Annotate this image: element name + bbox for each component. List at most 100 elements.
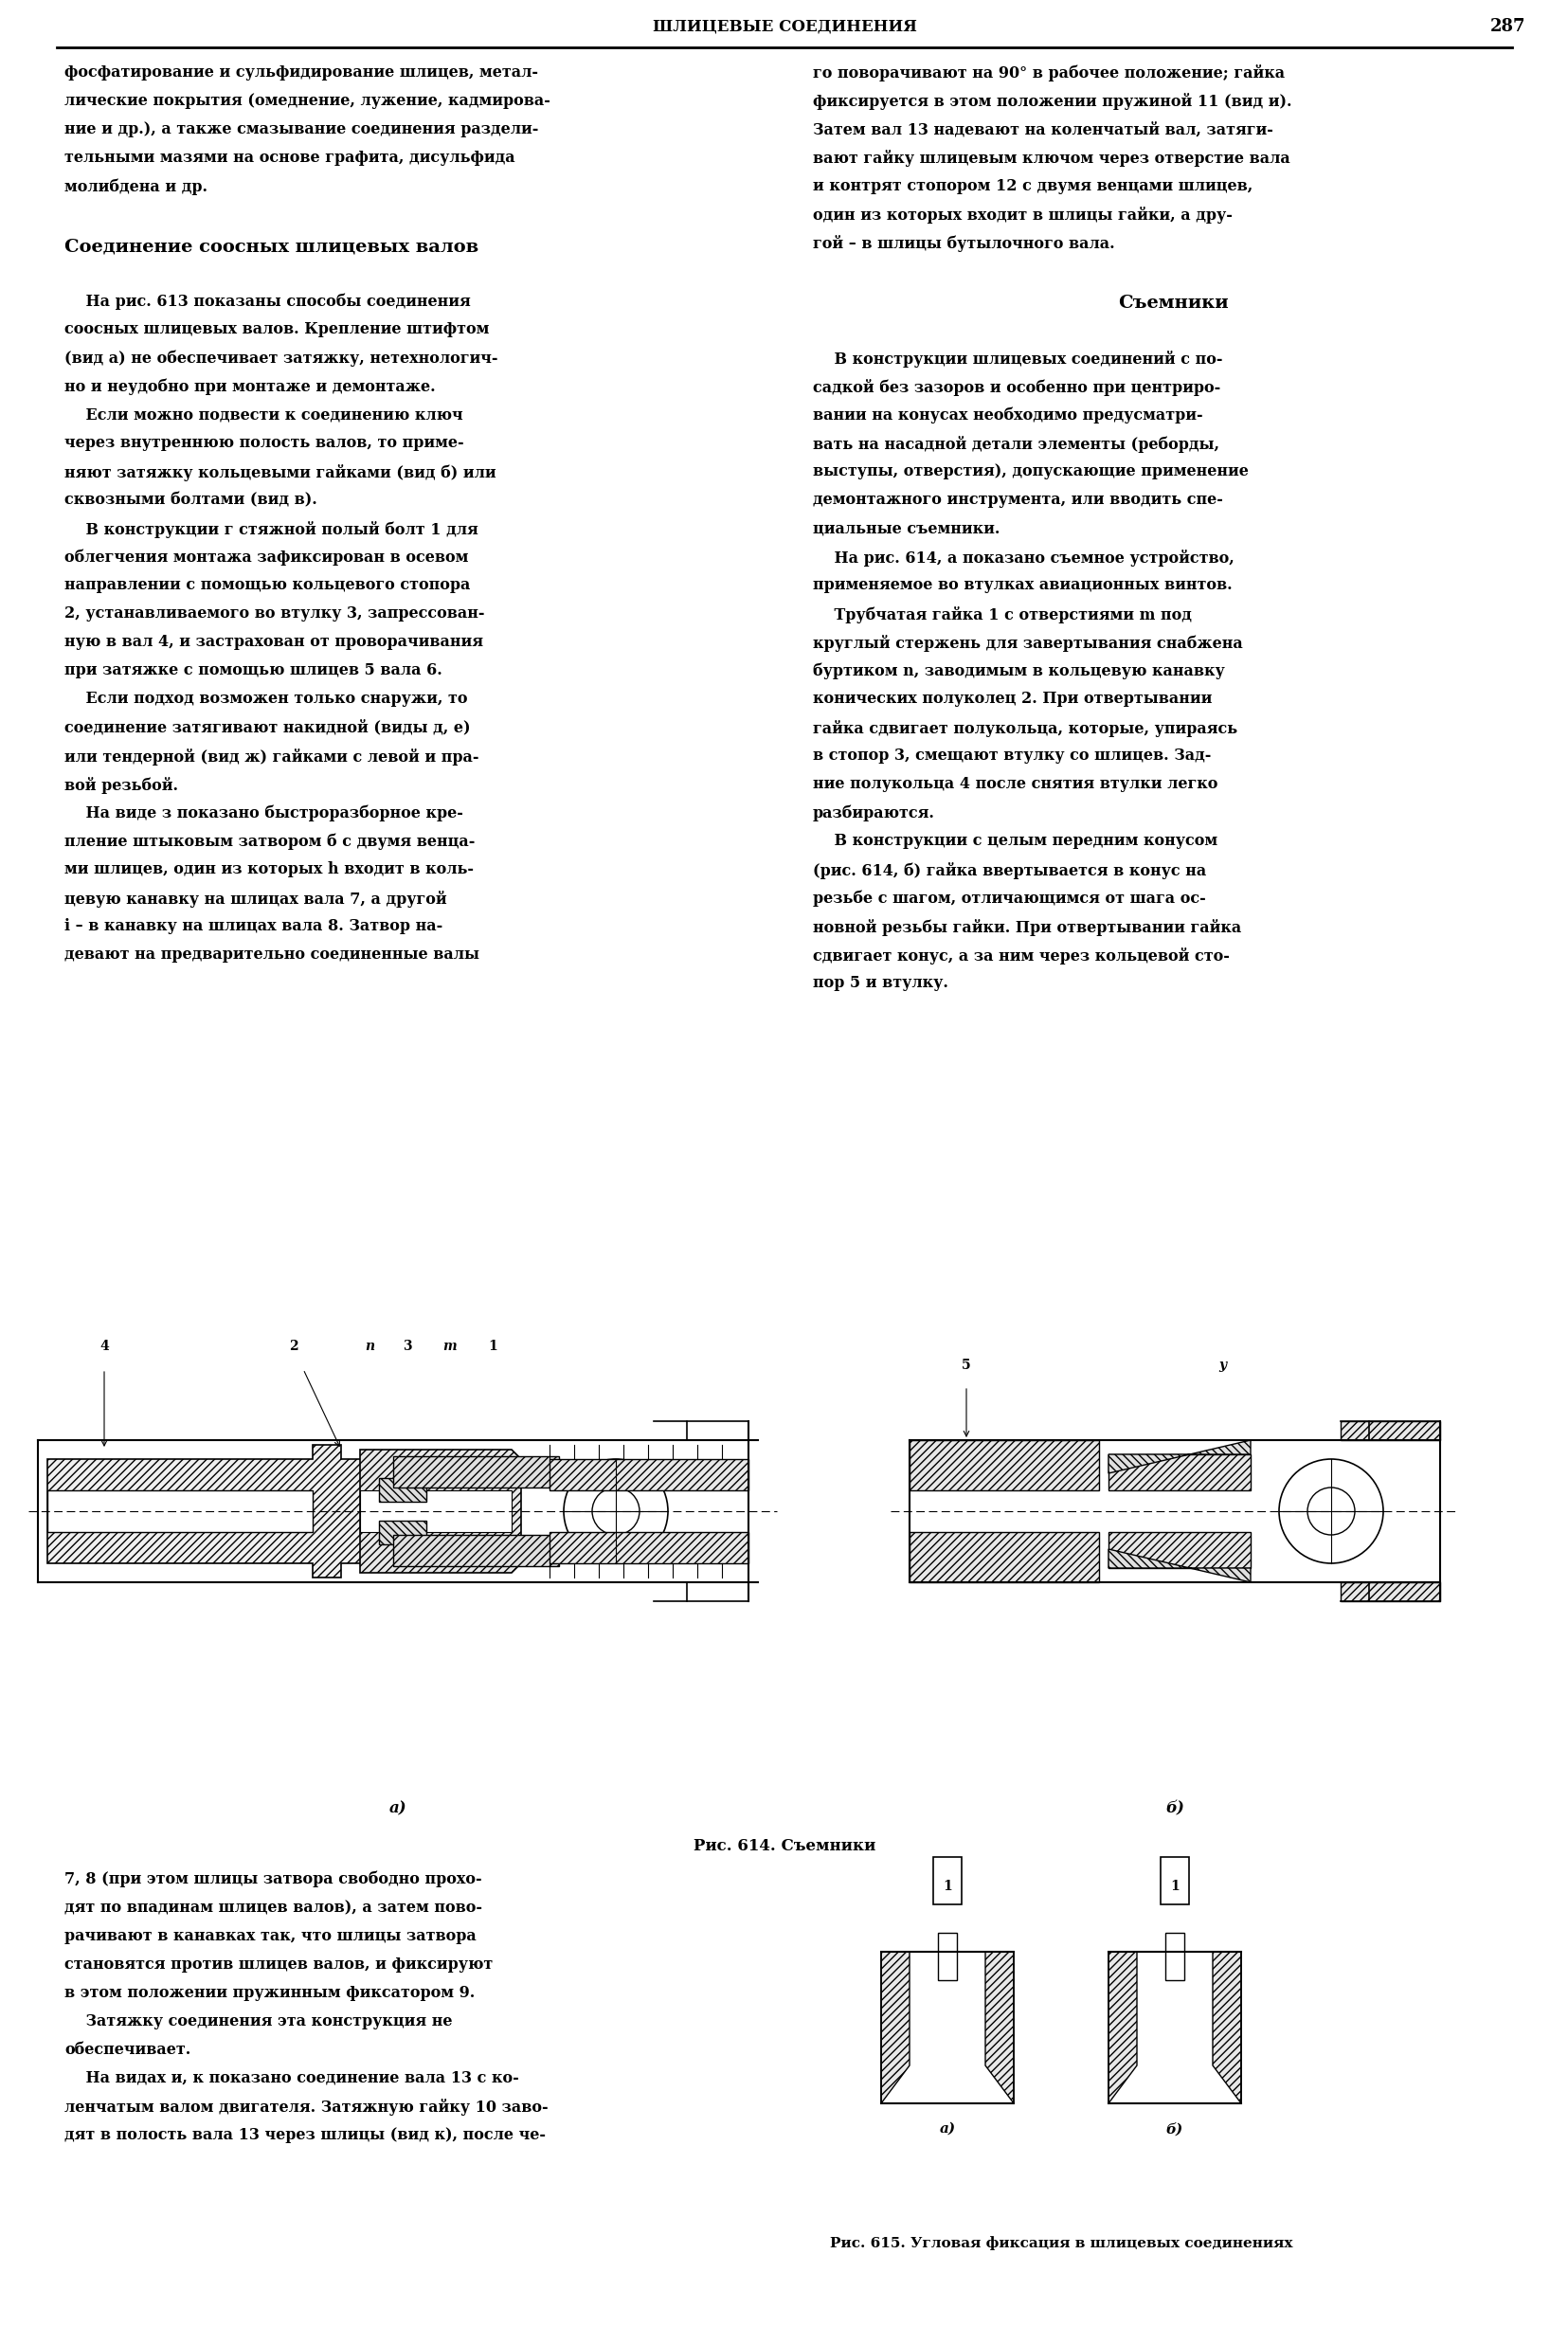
Text: через внутреннюю полость валов, то приме-: через внутреннюю полость валов, то приме… — [64, 435, 464, 451]
Text: 287: 287 — [1490, 19, 1524, 35]
Text: 1: 1 — [488, 1340, 497, 1354]
Text: в этом положении пружинным фиксатором 9.: в этом положении пружинным фиксатором 9. — [64, 1984, 475, 2000]
Polygon shape — [1212, 1952, 1240, 2103]
Text: а): а) — [389, 1800, 406, 1817]
Bar — [1109, 1533, 1250, 1568]
Text: го поворачивают на 90° в рабочее положение; гайка: го поворачивают на 90° в рабочее положен… — [812, 65, 1284, 81]
Text: облегчения монтажа зафиксирован в осевом: облегчения монтажа зафиксирован в осевом — [64, 549, 469, 565]
Text: лические покрытия (омеднение, лужение, кадмирова-: лические покрытия (омеднение, лужение, к… — [64, 93, 550, 109]
Text: демонтажного инструмента, или вводить спе-: демонтажного инструмента, или вводить сп… — [812, 493, 1223, 509]
Polygon shape — [394, 1535, 558, 1565]
Text: соосных шлицевых валов. Крепление штифтом: соосных шлицевых валов. Крепление штифто… — [64, 321, 489, 337]
Text: Съемники: Съемники — [1116, 295, 1228, 312]
Bar — [359, 1491, 511, 1533]
Text: тельными мазями на основе графита, дисульфида: тельными мазями на основе графита, дисул… — [64, 149, 514, 165]
Polygon shape — [394, 1456, 558, 1489]
Bar — [47, 1491, 312, 1533]
Text: (вид а) не обеспечивает затяжку, нетехнологич-: (вид а) не обеспечивает затяжку, нетехно… — [64, 351, 497, 368]
Bar — [549, 1458, 748, 1491]
Text: фиксируется в этом положении пружиной 11 (вид и).: фиксируется в этом положении пружиной 11… — [812, 93, 1290, 109]
Text: вании на конусах необходимо предусматри-: вании на конусах необходимо предусматри- — [812, 407, 1203, 423]
Text: На видах и, к показано соединение вала 13 с ко-: На видах и, к показано соединение вала 1… — [64, 2070, 519, 2086]
Text: (рис. 614, б) гайка ввертывается в конус на: (рис. 614, б) гайка ввертывается в конус… — [812, 861, 1206, 879]
Text: молибдена и др.: молибдена и др. — [64, 179, 207, 195]
Text: разбираются.: разбираются. — [812, 805, 935, 821]
Polygon shape — [1109, 1440, 1250, 1472]
Text: В конструкции с целым передним конусом: В конструкции с целым передним конусом — [812, 833, 1217, 849]
Text: циальные съемники.: циальные съемники. — [812, 521, 999, 537]
Text: 3: 3 — [403, 1340, 412, 1354]
Text: гайка сдвигает полукольца, которые, упираясь: гайка сдвигает полукольца, которые, упир… — [812, 719, 1237, 737]
Text: направлении с помощью кольцевого стопора: направлении с помощью кольцевого стопора — [64, 577, 470, 593]
Text: В конструкции шлицевых соединений с по-: В конструкции шлицевых соединений с по- — [812, 351, 1221, 368]
Text: вать на насадной детали элементы (реборды,: вать на насадной детали элементы (реборд… — [812, 435, 1218, 454]
Text: применяемое во втулках авиационных винтов.: применяемое во втулках авиационных винто… — [812, 577, 1231, 593]
Text: сдвигает конус, а за ним через кольцевой сто-: сдвигает конус, а за ним через кольцевой… — [812, 947, 1229, 963]
Text: обеспечивает.: обеспечивает. — [64, 2042, 191, 2059]
Text: а): а) — [939, 2121, 955, 2135]
Text: соединение затягивают накидной (виды д, е): соединение затягивают накидной (виды д, … — [64, 719, 470, 735]
Polygon shape — [379, 1477, 426, 1503]
Text: ние и др.), а также смазывание соединения раздели-: ние и др.), а также смазывание соединени… — [64, 121, 538, 137]
Text: В конструкции г стяжной полый болт 1 для: В конструкции г стяжной полый болт 1 для — [64, 521, 478, 537]
Bar — [933, 1856, 961, 1905]
Text: буртиком n, заводимым в кольцевую канавку: буртиком n, заводимым в кольцевую канавк… — [812, 663, 1225, 679]
Polygon shape — [47, 1444, 379, 1577]
Bar — [1160, 1856, 1189, 1905]
Text: Если можно подвести к соединению ключ: Если можно подвести к соединению ключ — [64, 407, 463, 423]
Bar — [1165, 1933, 1184, 1979]
Text: девают на предварительно соединенные валы: девают на предварительно соединенные вал… — [64, 947, 480, 963]
Bar — [1339, 1421, 1439, 1440]
Text: б): б) — [1165, 2121, 1182, 2135]
Text: резьбе с шагом, отличающимся от шага ос-: резьбе с шагом, отличающимся от шага ос- — [812, 891, 1206, 907]
Text: ленчатым валом двигателя. Затяжную гайку 10 заво-: ленчатым валом двигателя. Затяжную гайку… — [64, 2098, 547, 2117]
Text: сквозными болтами (вид в).: сквозными болтами (вид в). — [64, 493, 317, 509]
Text: На рис. 613 показаны способы соединения: На рис. 613 показаны способы соединения — [64, 293, 470, 309]
Text: при затяжке с помощью шлицев 5 вала 6.: при затяжке с помощью шлицев 5 вала 6. — [64, 663, 442, 679]
Text: новной резьбы гайки. При отвертывании гайка: новной резьбы гайки. При отвертывании га… — [812, 919, 1240, 935]
Text: 1: 1 — [1170, 1879, 1179, 1893]
Text: или тендерной (вид ж) гайками с левой и пра-: или тендерной (вид ж) гайками с левой и … — [64, 749, 478, 765]
Text: вают гайку шлицевым ключом через отверстие вала: вают гайку шлицевым ключом через отверст… — [812, 149, 1289, 167]
Text: Затем вал 13 надевают на коленчатый вал, затяги-: Затем вал 13 надевают на коленчатый вал,… — [812, 121, 1273, 137]
Polygon shape — [985, 1952, 1013, 2103]
Text: Рис. 615. Угловая фиксация в шлицевых соединениях: Рис. 615. Угловая фиксация в шлицевых со… — [829, 2235, 1292, 2249]
Polygon shape — [1109, 1549, 1250, 1582]
Text: ние полукольца 4 после снятия втулки легко: ние полукольца 4 после снятия втулки лег… — [812, 777, 1217, 793]
Text: становятся против шлицев валов, и фиксируют: становятся против шлицев валов, и фиксир… — [64, 1956, 492, 1972]
Polygon shape — [1109, 1952, 1137, 2103]
Text: Рис. 614. Съемники: Рис. 614. Съемники — [693, 1838, 875, 1854]
Text: Затяжку соединения эта конструкция не: Затяжку соединения эта конструкция не — [64, 2014, 452, 2031]
Text: вой резьбой.: вой резьбой. — [64, 777, 179, 793]
Text: б): б) — [1165, 1800, 1184, 1817]
Text: 2: 2 — [289, 1340, 298, 1354]
Text: один из которых входит в шлицы гайки, а дру-: один из которых входит в шлицы гайки, а … — [812, 207, 1232, 223]
Text: Соединение соосных шлицевых валов: Соединение соосных шлицевых валов — [64, 237, 478, 256]
Text: круглый стержень для завертывания снабжена: круглый стержень для завертывания снабже… — [812, 635, 1242, 651]
Text: Если подход возможен только снаружи, то: Если подход возможен только снаружи, то — [64, 691, 467, 707]
Text: 2, устанавливаемого во втулку 3, запрессован-: 2, устанавливаемого во втулку 3, запресс… — [64, 605, 485, 621]
Bar — [1339, 1582, 1439, 1600]
Text: Трубчатая гайка 1 с отверстиями m под: Трубчатая гайка 1 с отверстиями m под — [812, 605, 1192, 623]
Text: На рис. 614, а показано съемное устройство,: На рис. 614, а показано съемное устройст… — [812, 549, 1234, 565]
Text: n: n — [364, 1340, 375, 1354]
Text: дят по впадинам шлицев валов), а затем пово-: дят по впадинам шлицев валов), а затем п… — [64, 1900, 481, 1917]
Polygon shape — [379, 1521, 426, 1544]
Bar — [549, 1533, 748, 1563]
Bar — [909, 1533, 1098, 1582]
Text: няют затяжку кольцевыми гайками (вид б) или: няют затяжку кольцевыми гайками (вид б) … — [64, 463, 495, 481]
Text: ную в вал 4, и застрахован от проворачивания: ную в вал 4, и застрахован от проворачив… — [64, 635, 483, 651]
Text: конических полуколец 2. При отвертывании: конических полуколец 2. При отвертывании — [812, 691, 1212, 707]
Text: в стопор 3, смещают втулку со шлицев. Зад-: в стопор 3, смещают втулку со шлицев. За… — [812, 749, 1210, 765]
Text: пор 5 и втулку.: пор 5 и втулку. — [812, 975, 947, 991]
Text: у: у — [1217, 1358, 1225, 1372]
Text: На виде з показано быстроразборное кре-: На виде з показано быстроразборное кре- — [64, 805, 463, 821]
Text: дят в полость вала 13 через шлицы (вид к), после че-: дят в полость вала 13 через шлицы (вид к… — [64, 2126, 546, 2142]
Text: но и неудобно при монтаже и демонтаже.: но и неудобно при монтаже и демонтаже. — [64, 379, 436, 395]
Text: 7, 8 (при этом шлицы затвора свободно прохо-: 7, 8 (при этом шлицы затвора свободно пр… — [64, 1870, 481, 1889]
Text: фосфатирование и сульфидирование шлицев, метал-: фосфатирование и сульфидирование шлицев,… — [64, 65, 538, 81]
Text: m: m — [442, 1340, 456, 1354]
Polygon shape — [359, 1449, 521, 1572]
Text: выступы, отверстия), допускающие применение: выступы, отверстия), допускающие примене… — [812, 463, 1248, 479]
Bar — [1109, 1454, 1250, 1491]
